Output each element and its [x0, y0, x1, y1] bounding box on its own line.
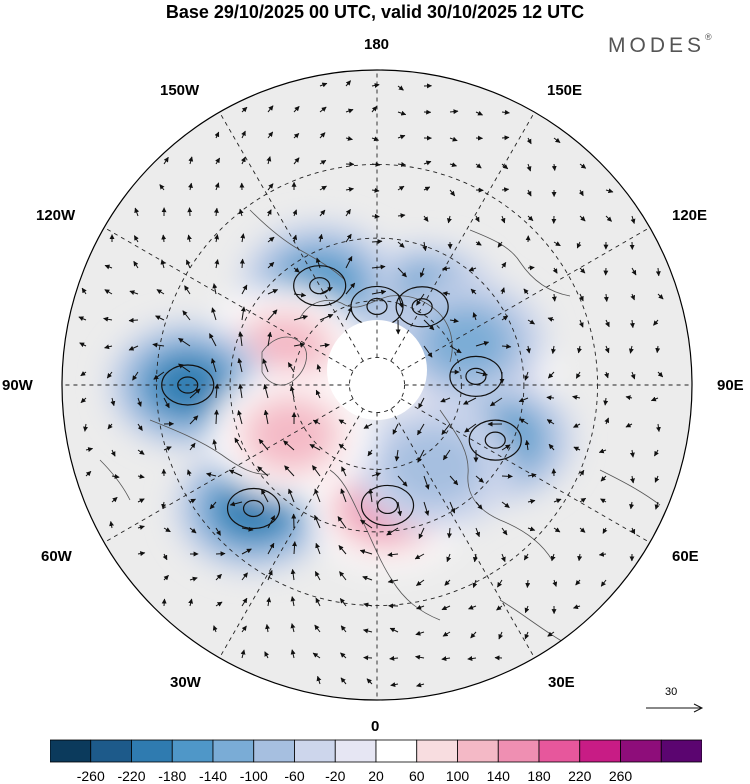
label-0: 0 [371, 718, 379, 736]
label-60e: 60E [672, 548, 699, 566]
colorbar-tick-label: 180 [527, 768, 550, 784]
colorbar-tick-label: 260 [609, 768, 632, 784]
colorbar-swatch [458, 740, 499, 762]
mongolia-negative-anomaly [427, 311, 507, 375]
label-90w: 90W [2, 377, 33, 395]
label-60w: 60W [41, 548, 72, 566]
label-150w: 150W [160, 82, 199, 100]
colorbar-swatch [335, 740, 376, 762]
label-90e: 90E [717, 377, 744, 395]
colorbar-swatch [376, 740, 417, 762]
colorbar-swatch [621, 740, 662, 762]
colorbar-swatch [498, 740, 539, 762]
colorbar-tick-label: -260 [77, 768, 105, 784]
colorbar-swatch [580, 740, 621, 762]
colorbar-swatch [539, 740, 580, 762]
label-120e: 120E [672, 207, 707, 225]
wind-arrow [527, 580, 528, 587]
polar-cap [327, 320, 427, 420]
wind-arrow [216, 410, 217, 424]
wind-arrow [502, 476, 512, 477]
colorbar-tick-label: -180 [158, 768, 186, 784]
colorbar-swatch [417, 740, 458, 762]
greenland-positive-anomaly [251, 403, 331, 467]
label-150e: 150E [547, 82, 582, 100]
label-180: 180 [364, 36, 389, 54]
colorbar-swatch [213, 740, 254, 762]
label-30e: 30E [548, 674, 575, 692]
label-120w: 120W [36, 207, 75, 225]
wind-arrow [242, 259, 243, 268]
colorbar-tick-label: 60 [409, 768, 425, 784]
colorbar-tick-label: -100 [240, 768, 268, 784]
colorbar-tick-label: 100 [446, 768, 469, 784]
wind-arrow [164, 599, 165, 606]
colorbar-tick-label: -220 [117, 768, 145, 784]
colorbar-swatch [254, 740, 295, 762]
colorbar-swatch [172, 740, 213, 762]
colorbar-tick-label: 20 [368, 768, 384, 784]
colorbar-swatch [132, 740, 173, 762]
wind-arrow [189, 208, 190, 216]
colorbar-tick-label: -140 [199, 768, 227, 784]
wind-arrow [502, 137, 509, 138]
label-30w: 30W [170, 674, 201, 692]
colorbar-swatch [50, 740, 91, 762]
colorbar-tick-label: 140 [487, 768, 510, 784]
colorbar-tick-label: -20 [325, 768, 345, 784]
wind-arrow [129, 320, 138, 321]
wind-arrow [547, 397, 554, 398]
reference-vector-arrow [644, 702, 706, 714]
reference-vector-value: 30 [665, 686, 677, 698]
wind-arrow [372, 216, 379, 217]
colorbar-swatch [661, 740, 702, 762]
colorbar-tick-label: 220 [568, 768, 591, 784]
colorbar-tick-label: -60 [284, 768, 304, 784]
colorbar-swatch [91, 740, 132, 762]
colorbar-swatch [295, 740, 336, 762]
colorbar [50, 738, 702, 764]
wind-arrow [528, 267, 534, 268]
